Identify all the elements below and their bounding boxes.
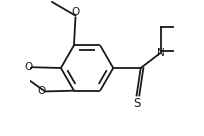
- Text: N: N: [157, 48, 164, 58]
- Text: O: O: [24, 62, 33, 72]
- Text: O: O: [38, 86, 46, 96]
- Text: S: S: [133, 97, 140, 110]
- Text: O: O: [71, 7, 80, 17]
